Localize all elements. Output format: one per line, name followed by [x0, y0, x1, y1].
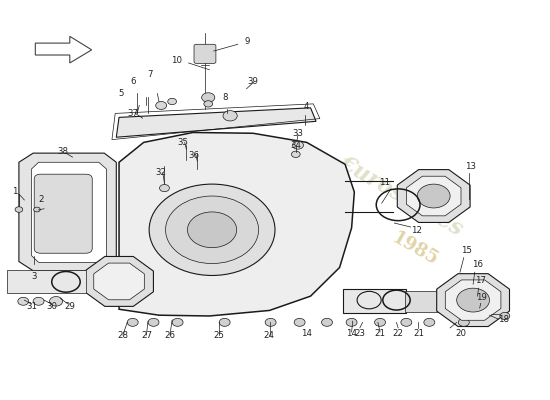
Polygon shape [35, 36, 92, 63]
Text: 2: 2 [38, 196, 43, 204]
Text: 17: 17 [475, 276, 486, 285]
Text: 25: 25 [214, 330, 225, 340]
Text: 18: 18 [498, 316, 509, 324]
Text: 4: 4 [304, 102, 310, 111]
Polygon shape [85, 256, 153, 306]
Text: 9: 9 [245, 37, 250, 46]
Text: 1985: 1985 [388, 229, 441, 270]
Text: 38: 38 [57, 147, 68, 156]
Text: 6: 6 [130, 77, 135, 86]
Circle shape [293, 141, 304, 149]
Polygon shape [19, 153, 116, 271]
Circle shape [188, 212, 236, 248]
Text: 14: 14 [346, 328, 357, 338]
Circle shape [18, 297, 29, 305]
Circle shape [33, 297, 44, 305]
FancyBboxPatch shape [194, 44, 216, 63]
Polygon shape [446, 280, 501, 320]
Text: 28: 28 [117, 330, 128, 340]
Text: 1: 1 [12, 187, 18, 196]
Circle shape [456, 288, 490, 312]
Circle shape [168, 98, 177, 105]
Text: 5: 5 [118, 89, 123, 98]
Text: 33: 33 [293, 129, 304, 138]
Text: 8: 8 [222, 93, 227, 102]
Circle shape [219, 318, 230, 326]
Circle shape [149, 184, 275, 276]
Circle shape [417, 184, 450, 208]
Circle shape [401, 318, 412, 326]
Text: 31: 31 [26, 302, 37, 311]
Text: 26: 26 [164, 330, 175, 340]
Text: 21: 21 [413, 328, 424, 338]
Text: 30: 30 [46, 302, 57, 311]
FancyBboxPatch shape [405, 290, 448, 312]
Text: 20: 20 [455, 328, 466, 338]
Circle shape [156, 102, 167, 110]
FancyBboxPatch shape [7, 270, 86, 293]
Text: 27: 27 [141, 330, 152, 340]
Circle shape [166, 196, 258, 264]
Text: 12: 12 [411, 226, 422, 236]
Circle shape [15, 207, 23, 212]
Polygon shape [31, 162, 107, 262]
Text: 39: 39 [248, 77, 258, 86]
Text: 19: 19 [476, 293, 487, 302]
Text: 22: 22 [393, 328, 404, 338]
Circle shape [127, 318, 138, 326]
FancyBboxPatch shape [34, 174, 92, 253]
Circle shape [500, 312, 510, 320]
Text: 3: 3 [31, 272, 37, 281]
Text: 10: 10 [171, 56, 182, 65]
Circle shape [148, 318, 159, 326]
Circle shape [424, 318, 435, 326]
Circle shape [204, 101, 213, 107]
Polygon shape [397, 170, 470, 222]
Text: 32: 32 [156, 168, 167, 178]
Text: 36: 36 [189, 151, 200, 160]
Text: 35: 35 [178, 138, 189, 147]
Text: 7: 7 [147, 70, 153, 79]
Circle shape [202, 93, 215, 102]
Polygon shape [406, 176, 461, 216]
Circle shape [458, 318, 469, 326]
Circle shape [223, 111, 237, 121]
Circle shape [160, 184, 169, 192]
Text: €urospares: €urospares [335, 152, 466, 240]
Circle shape [375, 318, 386, 326]
Text: 13: 13 [465, 162, 476, 171]
Circle shape [265, 318, 276, 326]
Circle shape [294, 318, 305, 326]
Circle shape [322, 318, 332, 326]
Circle shape [50, 296, 63, 306]
Circle shape [292, 151, 300, 158]
Text: 34: 34 [290, 141, 301, 150]
Polygon shape [437, 274, 509, 326]
Text: 21: 21 [375, 328, 386, 338]
Text: 16: 16 [472, 260, 483, 269]
Text: 23: 23 [354, 328, 365, 338]
Circle shape [172, 318, 183, 326]
Text: 14: 14 [301, 328, 312, 338]
Text: 29: 29 [64, 302, 75, 311]
Text: 24: 24 [263, 330, 274, 340]
Text: 15: 15 [461, 246, 472, 255]
Circle shape [34, 207, 40, 212]
Text: 11: 11 [379, 178, 390, 187]
Polygon shape [94, 263, 144, 300]
Circle shape [346, 318, 357, 326]
Polygon shape [119, 132, 354, 316]
FancyBboxPatch shape [343, 289, 406, 313]
Text: 37: 37 [127, 109, 138, 118]
Polygon shape [116, 108, 316, 137]
